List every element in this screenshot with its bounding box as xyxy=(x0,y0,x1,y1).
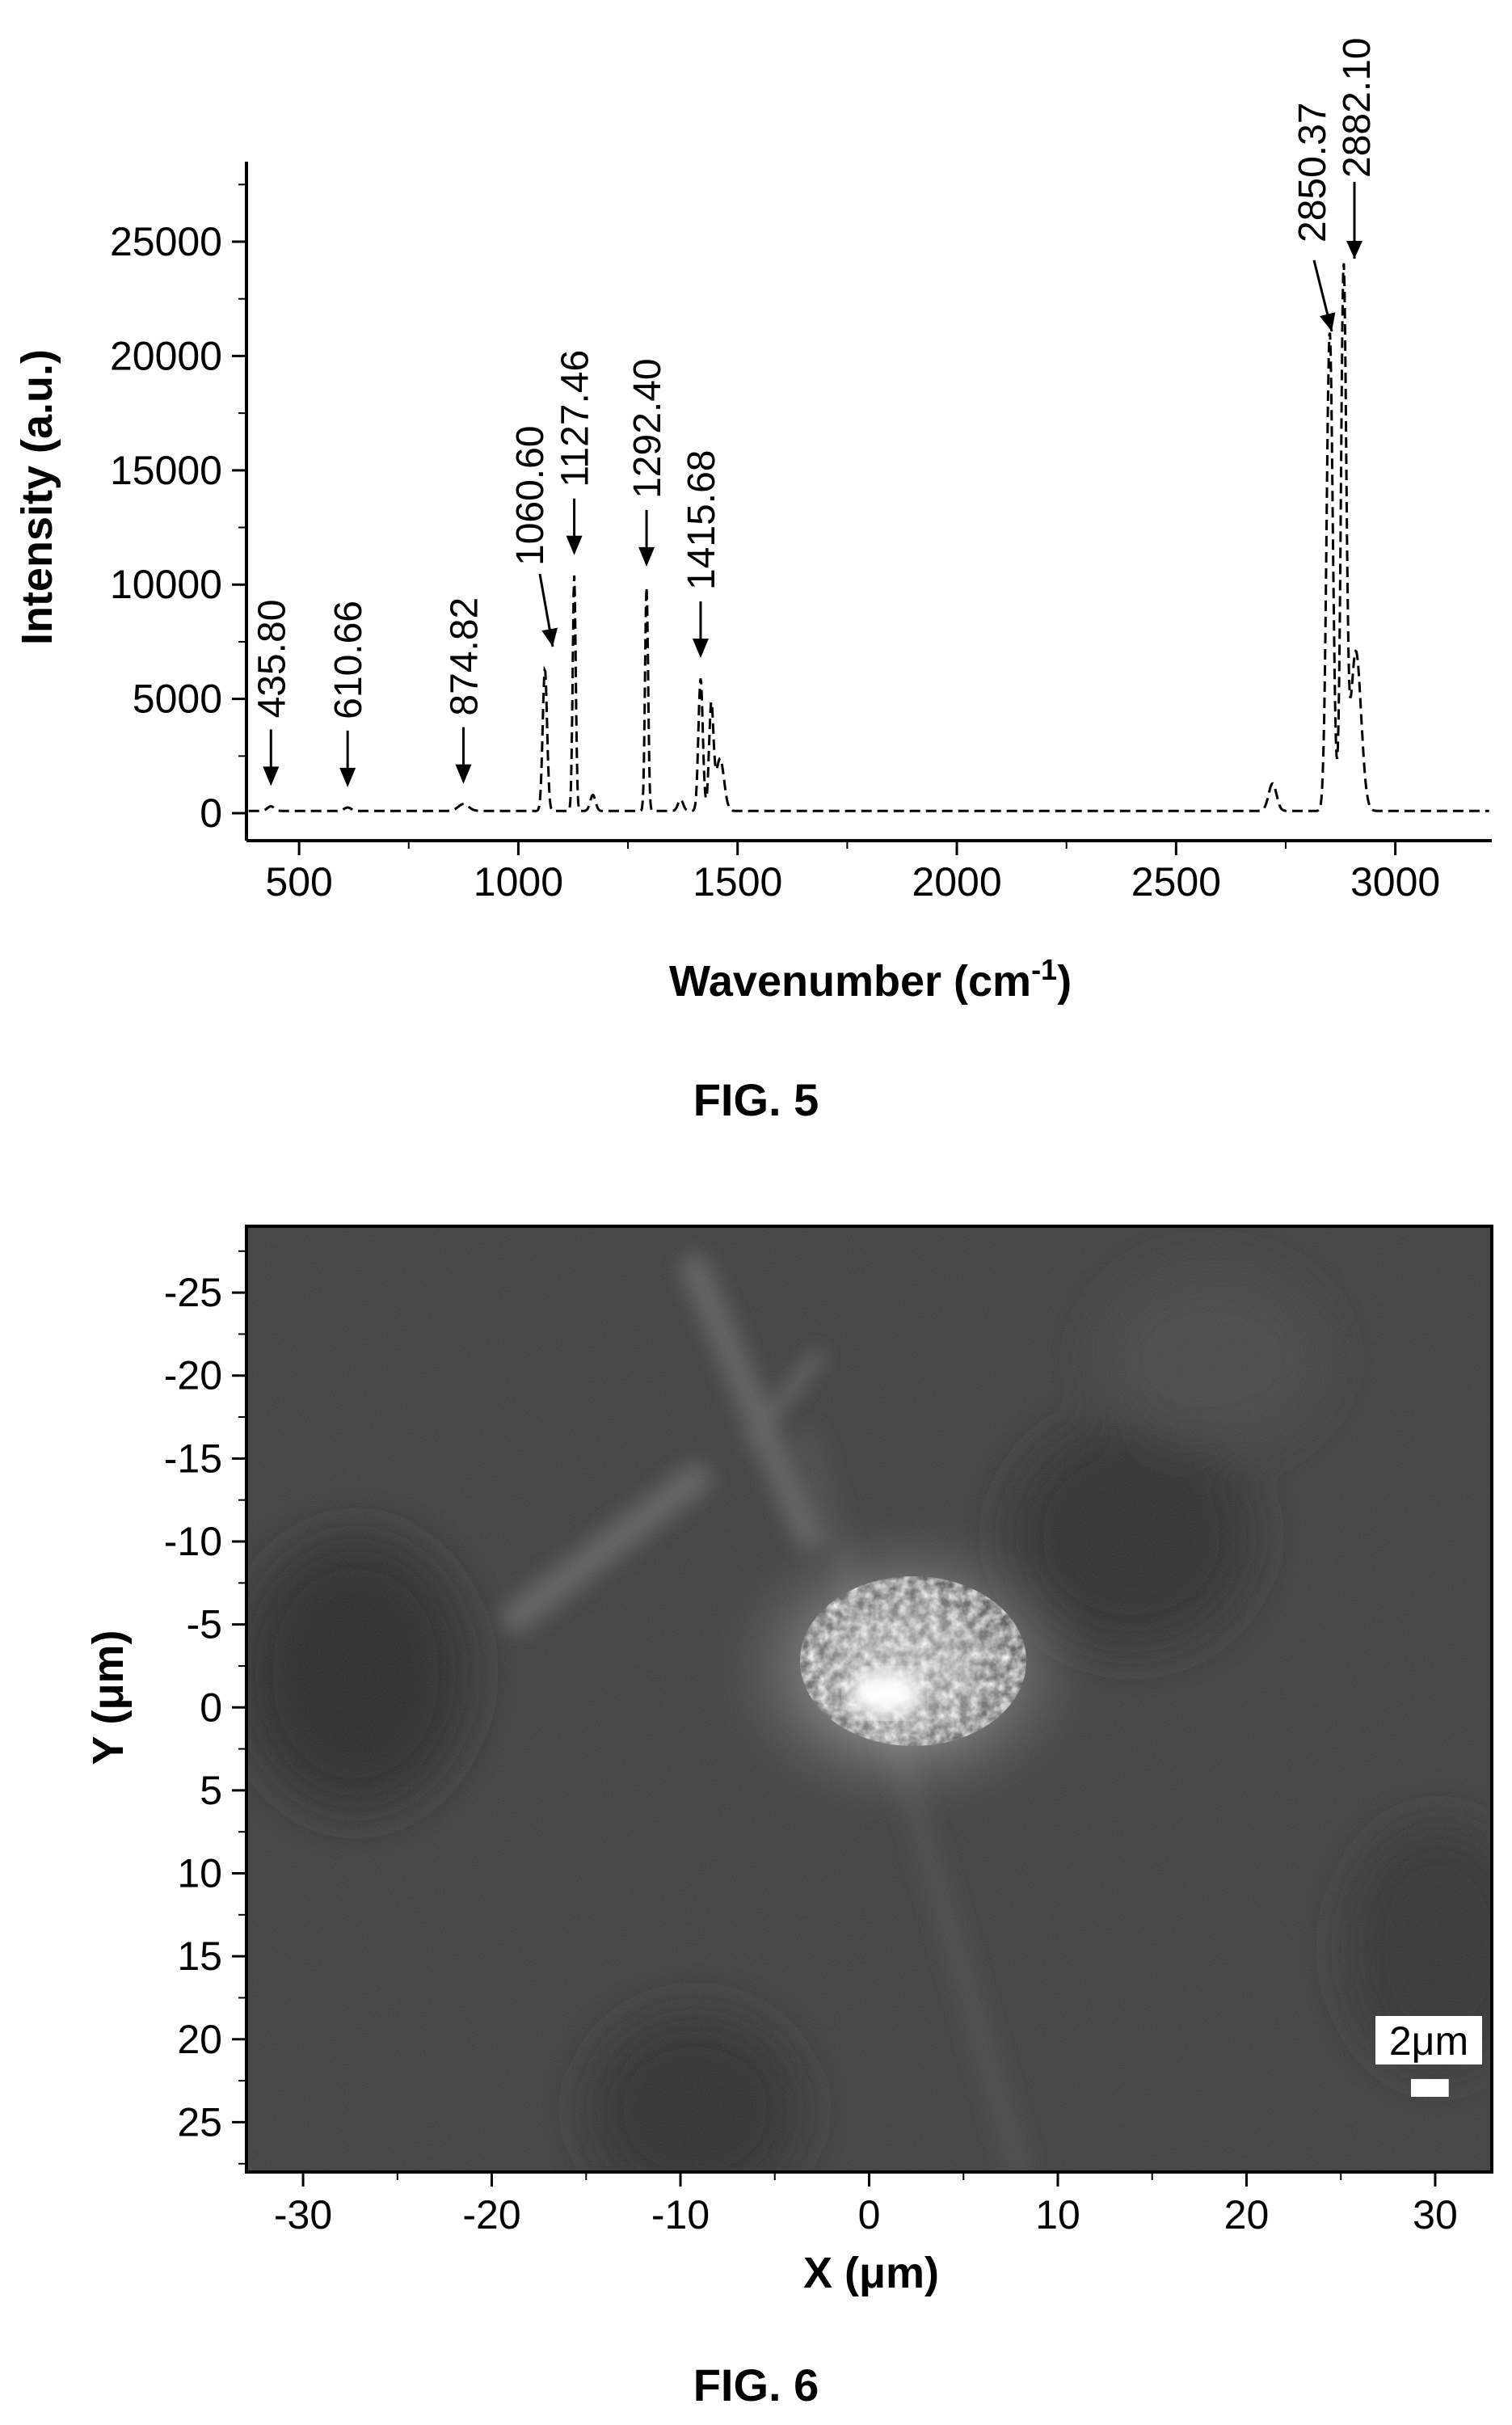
fig6-image-chart: 2μm -30 -20 -10 0 10 20 30 -25 -20 -15 -10 -5 0 5 10 15… xyxy=(84,1225,1493,2297)
fig6-scalebar-bar xyxy=(1411,2079,1449,2097)
fig5-spectrum-chart: 500 1000 1500 2000 2500 3000 0 5000 10000 15000 20… xyxy=(13,37,1492,1006)
fig5-y-tick-label: 5000 xyxy=(133,677,222,722)
fig5-annotation-label: 2850.37 xyxy=(1291,102,1334,242)
fig5-y-axis-label: Intensity (a.u.) xyxy=(13,349,61,645)
fig6-y-tick-label: -25 xyxy=(164,1270,222,1315)
fig6-scalebar: 2μm xyxy=(1375,2016,1482,2097)
fig6-y-tick-label: 10 xyxy=(177,1851,222,1896)
fig6-y-tick-label: -5 xyxy=(187,1602,222,1647)
fig5-x-tick-label: 2000 xyxy=(912,859,1001,905)
fig6-y-axis-label: Y (μm) xyxy=(84,1630,133,1765)
fig5-annotation-label: 874.82 xyxy=(443,597,486,716)
fig5-annotation-arrow-head xyxy=(339,767,356,787)
fig6-y-tick-label: -10 xyxy=(164,1519,222,1564)
fig5-x-tick-label: 2500 xyxy=(1131,859,1221,905)
fig5-x-axis-label: Wavenumber (cm-1) xyxy=(669,953,1072,1006)
fig5-y-tick-label: 0 xyxy=(200,791,222,836)
fig5-caption: FIG. 5 xyxy=(693,1074,819,1125)
fig5-annotation-label: 1415.68 xyxy=(680,450,723,591)
fig6-caption: FIG. 6 xyxy=(693,2360,819,2410)
fig5-y-tick-label: 20000 xyxy=(110,333,222,378)
fig6-bright-spot xyxy=(703,1508,1107,1831)
fig5-y-tick-label: 15000 xyxy=(110,448,222,493)
fig5-x-axis-label-sup: -1 xyxy=(1031,953,1057,986)
fig5-peak-annotation: 1292.40 xyxy=(626,358,669,567)
fig5-annotation-label: 610.66 xyxy=(327,601,370,719)
fig6-y-tick-label: 25 xyxy=(177,2099,222,2145)
fig5-annotation-label: 435.80 xyxy=(251,600,293,719)
fig5-peak-annotation: 1060.60 xyxy=(509,425,558,647)
fig5-y-tick-label: 25000 xyxy=(110,219,222,264)
fig6-x-tick-label: 20 xyxy=(1224,2192,1270,2237)
fig5-peak-annotation: 610.66 xyxy=(327,601,370,787)
fig5-x-axis-label-close: ) xyxy=(1057,957,1072,1006)
fig6-y-tick-label: -15 xyxy=(164,1436,222,1481)
fig6-x-tick-label: 0 xyxy=(858,2192,881,2237)
fig5-peak-annotation: 2882.10 xyxy=(1336,37,1379,259)
fig5-annotation-arrow-head xyxy=(638,546,655,567)
fig5-peak-annotation: 874.82 xyxy=(443,597,486,784)
fig5-x-tick-label: 1500 xyxy=(693,859,782,905)
fig5-peak-annotation: 1127.46 xyxy=(554,350,597,555)
fig5-annotation-arrow-head xyxy=(1319,312,1336,331)
fig5-annotation-arrow-head xyxy=(541,627,558,647)
fig6-x-tick-label: -10 xyxy=(651,2192,710,2237)
fig6-x-tick-label: -20 xyxy=(462,2192,520,2237)
fig5-annotation-arrow-head xyxy=(566,535,583,555)
fig5-peak-annotation: 2850.37 xyxy=(1291,102,1336,332)
fig5-x-tick-label: 3000 xyxy=(1350,859,1440,905)
fig6-y-tick-label: 0 xyxy=(200,1685,222,1730)
fig5-peak-annotation: 435.80 xyxy=(251,600,293,787)
fig6-scalebar-label: 2μm xyxy=(1389,2018,1468,2064)
fig5-annotation-arrow-head xyxy=(692,639,709,659)
fig6-image: 2μm xyxy=(246,1226,1492,2172)
fig5-ticks: 500 1000 1500 2000 2500 3000 0 5000 10000 15000 20… xyxy=(110,183,1440,905)
fig5-y-tick-label: 10000 xyxy=(110,562,222,607)
fig5-x-tick-label: 500 xyxy=(265,859,332,905)
fig6-x-tick-label: 30 xyxy=(1413,2192,1458,2237)
fig5-x-axis-label-main: Wavenumber (cm xyxy=(669,957,1031,1006)
fig6-y-tick-label: 5 xyxy=(200,1768,222,1813)
fig6-x-axis-label: X (μm) xyxy=(803,2249,939,2297)
fig6-ticks: -30 -20 -10 0 10 20 30 -25 -20 -15 -10 -5 0 5 10 15 20 25 xyxy=(164,1250,1458,2237)
fig5-annotation-arrow-head xyxy=(263,766,280,787)
fig6-y-tick-label: -20 xyxy=(164,1353,222,1398)
fig6-y-tick-label: 15 xyxy=(177,1934,222,1979)
fig5-annotation-arrow-head xyxy=(1346,241,1362,259)
fig5-annotation-label: 1292.40 xyxy=(626,358,669,499)
fig5-annotation-label: 1060.60 xyxy=(509,425,552,566)
fig5-x-tick-label: 1000 xyxy=(474,859,563,905)
fig5-annotation-arrow-head xyxy=(455,764,472,784)
fig6-x-tick-label: 10 xyxy=(1035,2192,1080,2237)
fig5-axes xyxy=(245,162,1492,842)
fig5-spectrum-line xyxy=(248,263,1489,812)
fig6-y-tick-label: 20 xyxy=(177,2017,222,2062)
fig6-x-tick-label: -30 xyxy=(274,2192,332,2237)
fig5-annotation-label: 1127.46 xyxy=(554,350,597,487)
fig5-peak-annotation: 1415.68 xyxy=(680,450,723,659)
fig5-annotation-label: 2882.10 xyxy=(1336,37,1379,178)
